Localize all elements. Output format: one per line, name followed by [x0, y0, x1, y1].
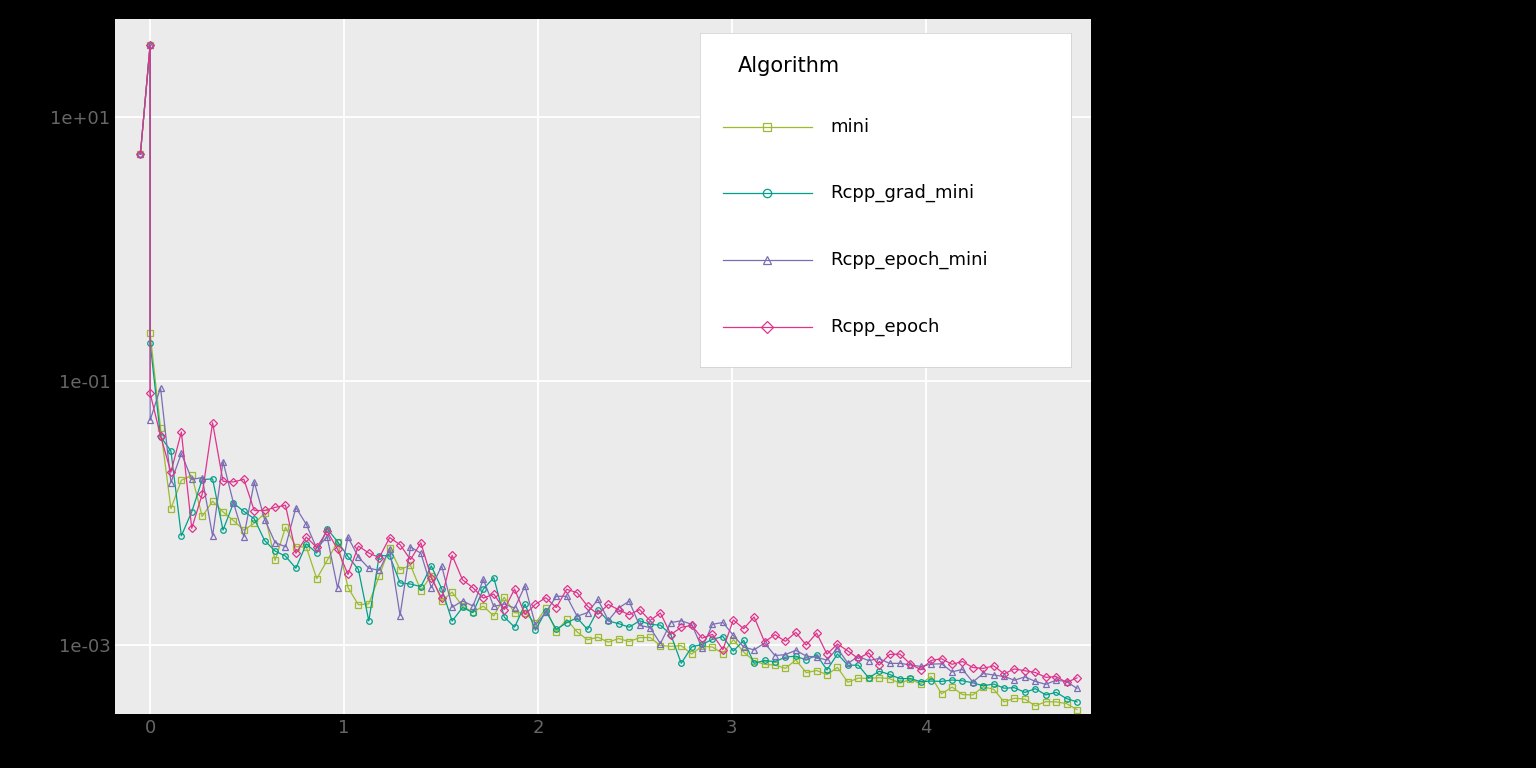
- Rcpp_epoch: [891, 650, 909, 659]
- Rcpp_epoch_mini: [891, 659, 909, 668]
- Rcpp_epoch: [1068, 674, 1086, 683]
- mini: [880, 674, 899, 684]
- Text: Rcpp_epoch_mini: Rcpp_epoch_mini: [829, 251, 988, 269]
- mini: [891, 679, 909, 688]
- Text: mini: mini: [829, 118, 869, 135]
- mini: [1068, 705, 1086, 714]
- Text: Algorithm: Algorithm: [737, 57, 840, 77]
- mini: [922, 672, 940, 681]
- Line: Rcpp_grad_mini: Rcpp_grad_mini: [138, 42, 1080, 705]
- Rcpp_epoch: [922, 656, 940, 665]
- Rcpp_grad_mini: [141, 41, 160, 50]
- Rcpp_epoch: [880, 650, 899, 659]
- Rcpp_grad_mini: [131, 149, 149, 158]
- Rcpp_epoch_mini: [869, 654, 888, 663]
- Rcpp_grad_mini: [880, 670, 899, 679]
- Rcpp_epoch_mini: [1068, 684, 1086, 693]
- mini: [828, 663, 846, 672]
- Text: Rcpp_epoch: Rcpp_epoch: [829, 317, 940, 336]
- Rcpp_epoch_mini: [141, 41, 160, 50]
- mini: [131, 149, 149, 158]
- Rcpp_grad_mini: [693, 640, 711, 649]
- Rcpp_epoch_mini: [828, 644, 846, 653]
- Rcpp_epoch_mini: [922, 660, 940, 669]
- mini: [693, 641, 711, 650]
- Rcpp_epoch: [1057, 678, 1075, 687]
- Rcpp_epoch: [828, 639, 846, 648]
- Rcpp_epoch: [141, 41, 160, 50]
- Rcpp_epoch: [869, 660, 888, 670]
- Line: Rcpp_epoch: Rcpp_epoch: [138, 42, 1080, 685]
- Rcpp_grad_mini: [1068, 697, 1086, 707]
- mini: [869, 673, 888, 682]
- Line: mini: mini: [138, 42, 1080, 713]
- Rcpp_epoch_mini: [880, 659, 899, 668]
- Line: Rcpp_epoch_mini: Rcpp_epoch_mini: [138, 42, 1080, 691]
- mini: [141, 41, 160, 50]
- Rcpp_epoch_mini: [693, 644, 711, 653]
- Rcpp_grad_mini: [891, 674, 909, 684]
- Text: Rcpp_grad_mini: Rcpp_grad_mini: [829, 184, 974, 203]
- Rcpp_grad_mini: [922, 677, 940, 686]
- Rcpp_epoch: [131, 149, 149, 158]
- Rcpp_epoch_mini: [131, 149, 149, 158]
- Rcpp_grad_mini: [828, 649, 846, 658]
- Rcpp_epoch: [693, 634, 711, 643]
- Rcpp_grad_mini: [869, 667, 888, 676]
